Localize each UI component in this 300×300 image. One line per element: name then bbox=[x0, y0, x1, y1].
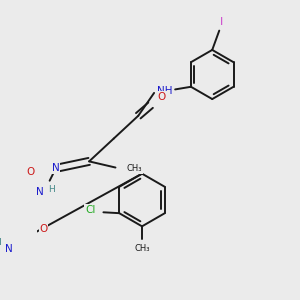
Text: O: O bbox=[39, 224, 48, 234]
Text: H: H bbox=[0, 238, 1, 247]
Text: NH: NH bbox=[157, 86, 172, 96]
Text: O: O bbox=[26, 167, 34, 177]
Text: Cl: Cl bbox=[85, 205, 95, 215]
Text: N: N bbox=[4, 244, 12, 254]
Text: N: N bbox=[52, 164, 60, 173]
Text: H: H bbox=[48, 185, 55, 194]
Text: CH₃: CH₃ bbox=[127, 164, 142, 173]
Text: O: O bbox=[158, 92, 166, 102]
Text: N: N bbox=[36, 187, 44, 197]
Text: CH₃: CH₃ bbox=[134, 244, 150, 253]
Text: I: I bbox=[219, 17, 223, 27]
